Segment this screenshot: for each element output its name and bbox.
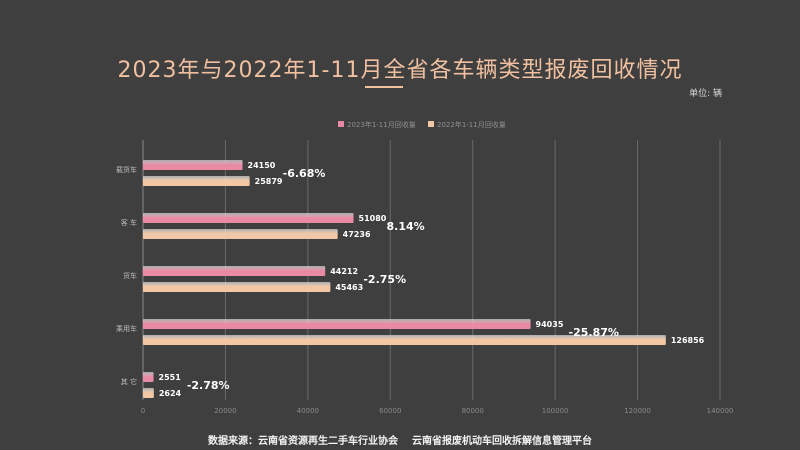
chart-title: 2023年与2022年1-11月全省各车辆类型报废回收情况 bbox=[117, 58, 683, 83]
data-label: 45463 bbox=[335, 283, 363, 292]
y-tick-label: 货车 bbox=[123, 271, 137, 280]
data-label: 25879 bbox=[255, 177, 283, 186]
data-label: 44212 bbox=[330, 267, 358, 276]
change-label: -25.87% bbox=[569, 326, 619, 339]
source-1: 数据来源：云南省资源再生二手车行业协会 bbox=[208, 436, 398, 447]
x-tick-label: 100000 bbox=[542, 407, 569, 415]
bar bbox=[143, 229, 338, 239]
legend-label: 2022年1-11月回收量 bbox=[437, 120, 506, 129]
bar bbox=[143, 372, 154, 382]
y-tick-label: 载货车 bbox=[116, 165, 137, 174]
y-tick-label: 客 车 bbox=[121, 218, 137, 227]
change-label: -2.75% bbox=[363, 273, 406, 286]
source-2: 云南省报废机动车回收拆解信息管理平台 bbox=[412, 436, 592, 447]
bar bbox=[143, 213, 354, 223]
x-tick-label: 140000 bbox=[707, 407, 734, 415]
legend-swatch bbox=[338, 121, 344, 127]
y-tick-label: 其 它 bbox=[121, 377, 137, 386]
data-label: 2551 bbox=[159, 373, 182, 382]
change-label: -6.68% bbox=[283, 167, 326, 180]
bar bbox=[143, 176, 250, 186]
data-label: 94035 bbox=[536, 320, 564, 329]
x-tick-label: 40000 bbox=[297, 407, 319, 415]
x-tick-label: 20000 bbox=[214, 407, 236, 415]
data-source: 数据来源：云南省资源再生二手车行业协会 云南省报废机动车回收拆解信息管理平台 bbox=[0, 432, 800, 447]
legend-swatch bbox=[428, 121, 434, 127]
data-label: 24150 bbox=[248, 161, 276, 170]
bar bbox=[143, 282, 331, 292]
change-label: 8.14% bbox=[387, 220, 425, 233]
data-label: 126856 bbox=[671, 336, 705, 345]
bar bbox=[143, 160, 243, 170]
y-tick-label: 乘用车 bbox=[116, 324, 137, 333]
data-label: 2624 bbox=[159, 389, 182, 398]
x-tick-label: 80000 bbox=[462, 407, 484, 415]
x-tick-label: 60000 bbox=[379, 407, 401, 415]
bar bbox=[143, 335, 666, 345]
title-underline bbox=[365, 86, 403, 88]
change-label: -2.78% bbox=[187, 379, 230, 392]
data-label: 47236 bbox=[343, 230, 371, 239]
bar bbox=[143, 319, 531, 329]
bar bbox=[143, 266, 326, 276]
unit-label: 单位: 辆 bbox=[689, 89, 722, 99]
data-label: 51080 bbox=[359, 214, 387, 223]
x-tick-label: 120000 bbox=[624, 407, 651, 415]
bar bbox=[143, 388, 154, 398]
legend-label: 2023年1-11月回收量 bbox=[347, 120, 416, 129]
x-tick-label: 0 bbox=[141, 407, 145, 415]
